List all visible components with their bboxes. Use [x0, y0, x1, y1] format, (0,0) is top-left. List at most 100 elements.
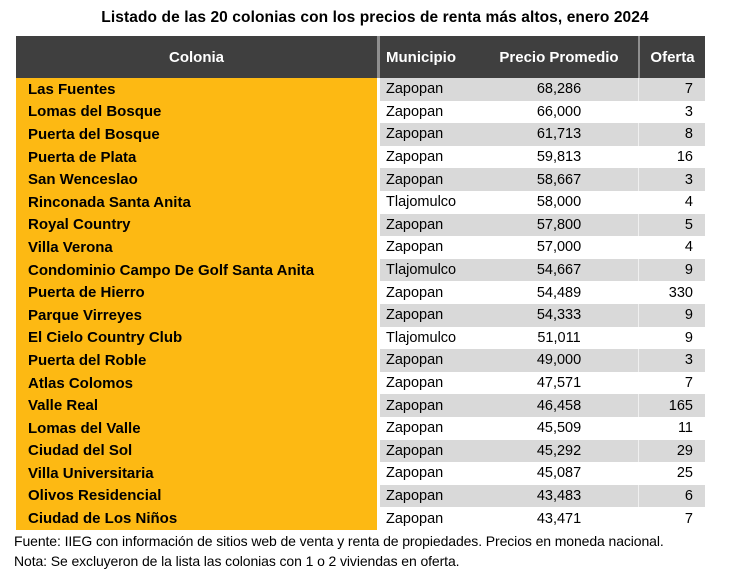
- cell-municipio: Zapopan: [377, 394, 480, 417]
- source-note: Fuente: IIEG con información de sitios w…: [14, 533, 664, 549]
- cell-municipio: Zapopan: [377, 439, 480, 463]
- cell-municipio: Zapopan: [377, 281, 480, 304]
- cell-colonia: Condominio Campo De Golf Santa Anita: [16, 258, 377, 282]
- column-header-colonia: Colonia: [169, 48, 224, 66]
- cell-municipio: Zapopan: [377, 371, 480, 395]
- footnotes: Fuente: IIEG con información de sitios w…: [14, 531, 744, 571]
- cell-oferta: 25: [638, 462, 705, 485]
- cell-precio: 43,471: [536, 510, 582, 527]
- cell-colonia: Villa Universitaria: [16, 462, 377, 485]
- table-row: Royal Country Zapopan 57,800 5: [16, 213, 705, 237]
- cell-precio: 51,011: [537, 329, 581, 346]
- cell-municipio: Tlajomulco: [377, 326, 480, 350]
- cell-oferta: 7: [638, 507, 705, 530]
- cell-precio: 57,800: [480, 213, 638, 237]
- table-row: Ciudad del Sol Zapopan 45,292 29: [16, 439, 705, 463]
- cell-colonia: Ciudad del Sol: [16, 439, 377, 463]
- column-header-oferta: Oferta: [638, 36, 705, 78]
- cell-precio: 54,489: [536, 284, 582, 301]
- cell-precio: 59,813: [536, 149, 582, 166]
- table-row: Lomas del Bosque Zapopan 66,000 3: [16, 100, 705, 124]
- cell-oferta: 6: [638, 484, 705, 508]
- cell-colonia: Puerta de Hierro: [16, 281, 377, 304]
- table-body: Las Fuentes Zapopan 68,286 7 Lomas del Bosqu…: [16, 78, 705, 530]
- cell-municipio: Zapopan: [377, 213, 480, 237]
- table-row: Puerta del Roble Zapopan 49,000 3: [16, 349, 705, 372]
- cell-oferta: 16: [638, 145, 705, 169]
- cell-precio: 46,458: [480, 394, 638, 417]
- cell-precio: 54,333: [480, 303, 638, 327]
- cell-municipio: Zapopan: [377, 303, 480, 327]
- table-row: Rinconada Santa Anita Tlajomulco 58,000 4: [16, 190, 705, 214]
- column-header-precio: Precio Promedio: [499, 48, 619, 66]
- cell-colonia: Royal Country: [16, 213, 377, 237]
- cell-municipio: Zapopan: [377, 462, 480, 485]
- cell-oferta: 4: [638, 190, 705, 214]
- column-header-municipio: Municipio: [377, 36, 480, 78]
- table-row: Olivos Residencial Zapopan 43,483 6: [16, 484, 705, 508]
- cell-precio: 58,000: [536, 194, 582, 211]
- cell-municipio: Zapopan: [377, 123, 480, 146]
- cell-oferta: 5: [638, 213, 705, 237]
- cell-precio: 57,000: [536, 239, 582, 256]
- table-header: Colonia Municipio Precio Promedio Oferta: [16, 36, 705, 78]
- cell-municipio: Zapopan: [377, 416, 480, 440]
- cell-municipio: Zapopan: [377, 145, 480, 169]
- cell-municipio: Zapopan: [377, 168, 480, 191]
- table-row: Villa Universitaria Zapopan 45,087 25: [16, 462, 705, 485]
- cell-colonia: Atlas Colomos: [16, 371, 377, 395]
- cell-oferta: 3: [638, 168, 705, 191]
- cell-municipio: Tlajomulco: [377, 190, 480, 214]
- page-title: Listado de las 20 colonias con los preci…: [101, 9, 649, 26]
- cell-precio: 45,509: [536, 420, 582, 437]
- cell-precio: 66,000: [536, 103, 582, 120]
- cell-precio: 49,000: [480, 349, 638, 372]
- cell-oferta: 4: [638, 236, 705, 259]
- cell-oferta: 9: [638, 258, 705, 282]
- cell-colonia: Parque Virreyes: [16, 303, 377, 327]
- cell-municipio: Zapopan: [377, 484, 480, 508]
- cell-municipio: Zapopan: [377, 78, 480, 101]
- table-row: Lomas del Valle Zapopan 45,509 11: [16, 416, 705, 440]
- cell-precio: 45,292: [480, 439, 638, 463]
- cell-oferta: 330: [638, 281, 705, 304]
- cell-colonia: Lomas del Bosque: [16, 100, 377, 124]
- cell-oferta: 3: [638, 349, 705, 372]
- table-row: Las Fuentes Zapopan 68,286 7: [16, 78, 705, 101]
- cell-precio: 43,483: [480, 484, 638, 508]
- table-row: Puerta de Hierro Zapopan 54,489 330: [16, 281, 705, 304]
- cell-municipio: Zapopan: [377, 507, 480, 530]
- table-row: Atlas Colomos Zapopan 47,571 7: [16, 371, 705, 395]
- rent-table: Colonia Municipio Precio Promedio Oferta…: [16, 36, 705, 530]
- cell-precio: 58,667: [480, 168, 638, 191]
- cell-oferta: 29: [638, 439, 705, 463]
- table-row: Parque Virreyes Zapopan 54,333 9: [16, 303, 705, 327]
- cell-oferta: 9: [638, 326, 705, 350]
- table-row: Condominio Campo De Golf Santa Anita Tlaj…: [16, 258, 705, 282]
- table-row: San Wenceslao Zapopan 58,667 3: [16, 168, 705, 191]
- cell-precio: 47,571: [536, 375, 582, 392]
- cell-oferta: 165: [638, 394, 705, 417]
- cell-precio: 54,667: [480, 258, 638, 282]
- cell-colonia: Olivos Residencial: [16, 484, 377, 508]
- cell-colonia: Las Fuentes: [16, 78, 377, 101]
- exclusion-note: Nota: Se excluyeron de la lista las colo…: [14, 553, 460, 569]
- cell-municipio: Tlajomulco: [377, 258, 480, 282]
- table-row: Villa Verona Zapopan 57,000 4: [16, 236, 705, 259]
- cell-municipio: Zapopan: [377, 100, 480, 124]
- cell-precio: 45,087: [536, 465, 582, 482]
- cell-oferta: 8: [638, 123, 705, 146]
- cell-colonia: Puerta de Plata: [16, 145, 377, 169]
- cell-municipio: Zapopan: [377, 236, 480, 259]
- cell-colonia: Valle Real: [16, 394, 377, 417]
- cell-colonia: Ciudad de Los Niños: [16, 507, 377, 530]
- cell-oferta: 9: [638, 303, 705, 327]
- cell-colonia: Puerta del Roble: [16, 349, 377, 372]
- table-row: El Cielo Country Club Tlajomulco 51,011 9: [16, 326, 705, 350]
- cell-municipio: Zapopan: [377, 349, 480, 372]
- cell-colonia: Rinconada Santa Anita: [16, 190, 377, 214]
- table-row: Puerta de Plata Zapopan 59,813 16: [16, 145, 705, 169]
- table-row: Puerta del Bosque Zapopan 61,713 8: [16, 123, 705, 146]
- table-row: Valle Real Zapopan 46,458 165: [16, 394, 705, 417]
